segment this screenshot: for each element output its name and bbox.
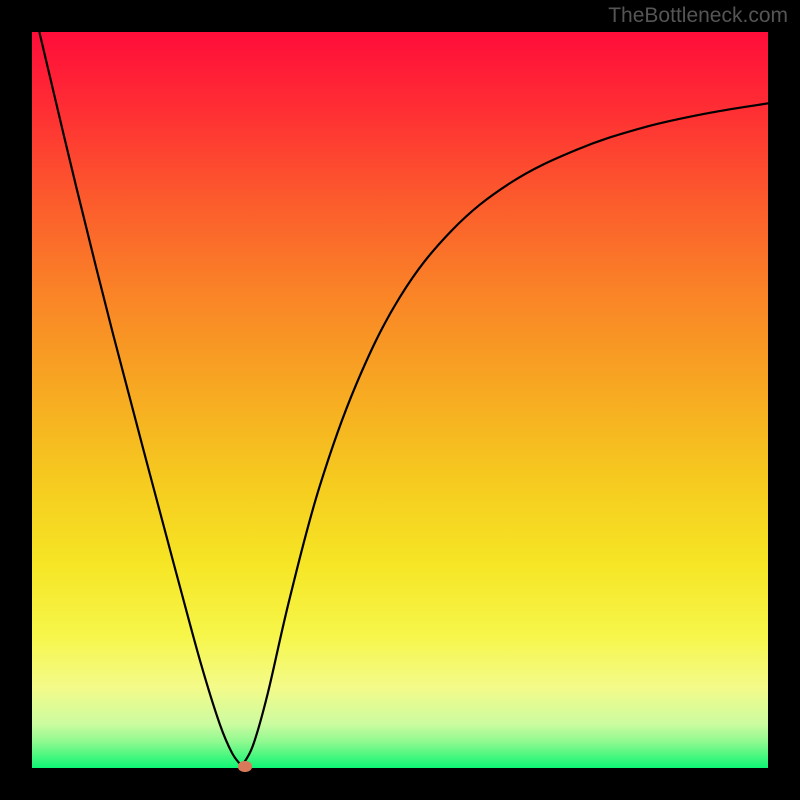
curve-right-branch	[242, 103, 768, 765]
chart-container: TheBottleneck.com	[0, 0, 800, 800]
curve-left-branch	[39, 32, 241, 766]
watermark-text: TheBottleneck.com	[608, 4, 788, 28]
plot-area	[32, 32, 768, 768]
minimum-marker	[238, 761, 252, 772]
bottleneck-curve	[32, 32, 768, 768]
